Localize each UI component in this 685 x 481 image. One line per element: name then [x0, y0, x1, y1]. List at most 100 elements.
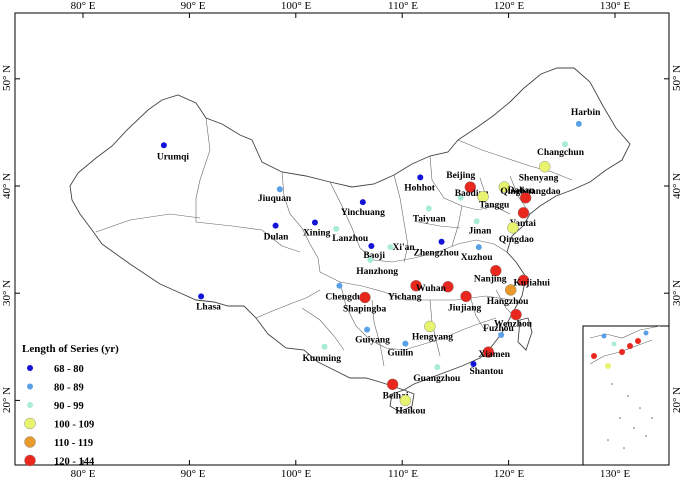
lat-tick-40-right: 40° N — [671, 173, 683, 199]
city-marker — [505, 284, 517, 296]
city-label: Urumqi — [157, 152, 190, 162]
city-label: Jiujiang — [448, 303, 482, 313]
legend-label: 80 - 89 — [54, 383, 84, 394]
lat-tick-40: 40° N — [1, 173, 13, 199]
city-label: Hangzhou — [487, 297, 529, 307]
lon-tick-110: 110° E — [388, 0, 418, 12]
city-marker — [498, 332, 505, 339]
city-label: Jiuquan — [258, 194, 292, 204]
city-label: Wenzhou — [494, 320, 533, 330]
lon-tick-120-bottom: 120° E — [494, 468, 525, 480]
hainan-outline — [389, 389, 415, 413]
city-marker — [364, 326, 371, 333]
city-label: Qingdao — [499, 235, 534, 245]
city-marker — [510, 308, 522, 321]
city-marker — [457, 194, 464, 201]
city-label: Guangzhou — [413, 374, 461, 384]
city-marker — [276, 186, 283, 193]
city-marker — [399, 394, 412, 407]
city-marker — [434, 364, 441, 371]
map-frame — [14, 12, 670, 466]
south-china-sea-inset — [582, 325, 670, 466]
lon-tick-130-bottom: 130° E — [600, 468, 631, 480]
city-label: Kunming — [303, 354, 342, 364]
lon-tick-100: 100° E — [281, 0, 312, 12]
city-marker — [477, 191, 489, 203]
lon-tick-110-bottom: 110° E — [388, 468, 418, 480]
city-marker — [498, 181, 511, 193]
city-label: Dalian — [508, 186, 536, 196]
city-marker — [321, 343, 328, 350]
city-marker — [359, 199, 366, 206]
city-marker — [272, 222, 279, 229]
city-marker — [424, 320, 436, 333]
city-label: Shapingba — [343, 304, 387, 314]
legend: Length of Series (yr) 68 - 80 80 - 89 90 -… — [22, 343, 119, 468]
legend-title: Length of Series (yr) — [22, 343, 119, 355]
lon-tick-90: 90° E — [181, 0, 206, 12]
city-marker — [198, 293, 205, 300]
city-marker — [425, 205, 432, 212]
city-label: Yichang — [388, 293, 422, 303]
city-label: Haikou — [395, 406, 426, 416]
lat-tick-30-right: 30° N — [671, 280, 683, 306]
lon-tick-80-bottom: 80° E — [71, 468, 96, 480]
city-label: Guilin — [387, 349, 414, 359]
legend-label: 100 - 109 — [54, 420, 94, 431]
city-marker — [438, 238, 445, 245]
city-marker — [387, 244, 394, 251]
province-boundaries — [95, 117, 573, 367]
legend-label: 120 - 144 — [54, 457, 95, 468]
city-label: Lhasa — [196, 302, 221, 312]
legend-swatch — [24, 436, 36, 448]
city-marker — [517, 207, 530, 219]
city-marker — [410, 279, 422, 292]
city-label: Xining — [303, 228, 331, 238]
city-marker — [519, 192, 532, 204]
city-marker — [561, 141, 568, 148]
legend-label: 110 - 119 — [54, 438, 93, 449]
city-label: Xiamen — [478, 350, 510, 360]
city-label: Beijing — [446, 171, 475, 181]
city-label: Yinchuang — [341, 208, 385, 218]
city-marker — [333, 225, 340, 232]
city-marker — [311, 219, 318, 226]
city-label: Kujiahui — [513, 278, 550, 288]
taiwan-outline — [517, 317, 533, 351]
legend-label: 90 - 99 — [54, 401, 84, 412]
lon-tick-90-bottom: 90° E — [181, 468, 206, 480]
city-marker — [490, 264, 502, 277]
city-marker — [386, 378, 399, 391]
city-marker — [160, 142, 167, 149]
city-label: Hanzhong — [356, 267, 398, 277]
city-marker — [417, 174, 424, 181]
city-marker — [482, 346, 495, 358]
lat-tick-50-right: 50° N — [671, 65, 683, 91]
city-label: Harbin — [571, 108, 601, 118]
city-marker — [507, 222, 519, 234]
city-label: Tanggu — [479, 201, 510, 211]
city-label: Beihai — [383, 391, 409, 401]
city-label: Lanzhou — [332, 234, 369, 244]
city-marker — [368, 243, 375, 250]
city-marker — [460, 290, 472, 303]
legend-label: 68 - 80 — [54, 364, 84, 375]
city-label: Dulan — [264, 233, 290, 243]
city-marker — [539, 161, 551, 173]
city-marker — [517, 274, 530, 287]
city-label: Hengyang — [412, 332, 453, 342]
legend-swatch — [27, 365, 33, 371]
lat-tick-20: 20° N — [1, 387, 13, 413]
city-marker — [402, 340, 409, 347]
longitude-tick-marks — [82, 13, 616, 465]
city-label: Shantou — [469, 367, 504, 377]
city-label: Fuzhou — [483, 324, 514, 334]
city-label: Xi'an — [392, 243, 415, 253]
city-label: Xuzhou — [461, 253, 493, 263]
city-label: Changchun — [537, 148, 585, 158]
city-marker — [359, 291, 371, 304]
city-label: Shenyang — [519, 174, 559, 184]
city-label: Baoji — [363, 251, 385, 261]
city-markers: Urumqi Lhasa Harbin Changchun Shenyang Beijin… — [157, 108, 601, 417]
